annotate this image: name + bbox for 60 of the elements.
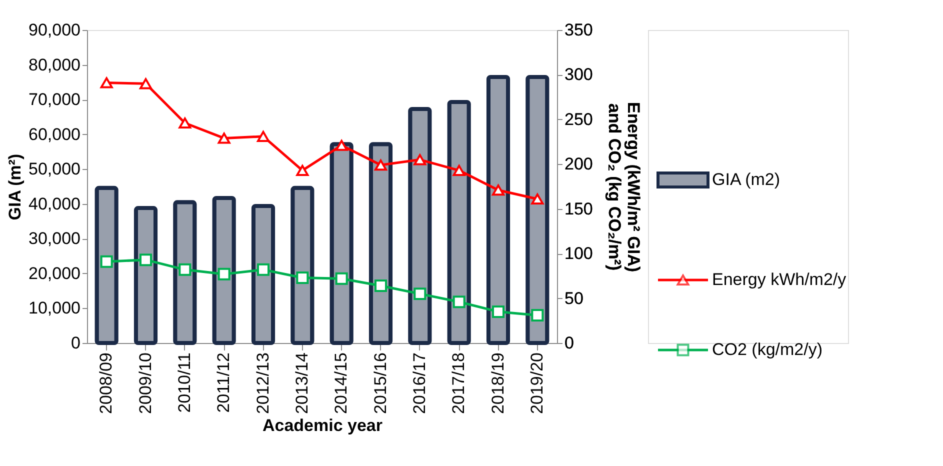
point — [140, 254, 152, 266]
y2-tick-label: 300 — [564, 65, 593, 84]
y-tick-label: 20,000 — [28, 264, 80, 283]
point — [374, 280, 387, 292]
x-tick-label: 2011/12 — [214, 352, 234, 413]
y2-axis-title: Energy (kWh/m² GIA) and CO₂ (kg CO₂/m²) — [604, 102, 643, 272]
y-tick-label: 80,000 — [28, 55, 80, 74]
x-tick-label: 2014/15 — [332, 352, 351, 414]
point — [100, 77, 113, 88]
point — [374, 159, 387, 171]
point — [218, 268, 230, 280]
y-tick-label: 10,000 — [28, 298, 80, 318]
y2-tick-label: 50 — [564, 288, 584, 308]
x-axis-title: Academic year — [262, 416, 383, 435]
point — [257, 130, 270, 142]
y-axis-title: GIA (m²) — [6, 154, 25, 220]
x-tick-label: 2015/16 — [370, 352, 390, 414]
y-tick-label: 50,000 — [28, 160, 80, 179]
y2-tick-label: 100 — [564, 244, 593, 264]
y-tick-label: 0 — [71, 334, 80, 352]
point — [492, 184, 504, 196]
x-tick-label: 2019/20 — [527, 352, 546, 414]
legend-label: GIA (m2) — [712, 170, 780, 189]
point — [100, 255, 113, 268]
point — [492, 305, 504, 318]
x-tick-label: 2013/14 — [292, 352, 312, 414]
point — [531, 193, 544, 205]
point — [178, 117, 192, 129]
point — [335, 272, 348, 285]
x-tick-label: 2008/09 — [96, 352, 116, 414]
y-tick-label: 70,000 — [28, 90, 80, 110]
point — [257, 263, 270, 276]
y2-tick-label: 0 — [564, 334, 574, 352]
y2-tick-label: 150 — [564, 199, 593, 218]
point — [414, 288, 426, 300]
point — [218, 132, 230, 144]
y-tick-label: 90,000 — [28, 20, 80, 40]
point — [296, 271, 309, 284]
x-tick-label: 2010/11 — [174, 352, 194, 413]
point — [452, 164, 466, 176]
point — [335, 140, 348, 151]
point — [531, 309, 544, 322]
y-tick-label: 30,000 — [28, 229, 80, 248]
point — [178, 263, 192, 276]
x-tick-label: 2012/13 — [253, 352, 272, 414]
point — [296, 164, 309, 176]
point — [140, 78, 152, 90]
y-tick-label: 60,000 — [28, 124, 80, 144]
x-tick-label: 2018/19 — [488, 352, 508, 414]
legend-label: Energy kWh/m2/y — [712, 270, 847, 289]
y2-tick-label: 250 — [564, 110, 593, 129]
legend-label: CO2 (kg/m2/y) — [712, 340, 823, 359]
y-tick-label: 40,000 — [28, 194, 80, 214]
y2-tick-label: 200 — [564, 154, 593, 174]
y2-tick-label: 350 — [564, 20, 593, 40]
x-tick-label: 2009/10 — [136, 352, 155, 414]
x-tick-label: 2016/17 — [410, 352, 429, 414]
point — [452, 296, 466, 308]
point — [414, 154, 426, 166]
x-tick-label: 2017/18 — [449, 352, 468, 414]
